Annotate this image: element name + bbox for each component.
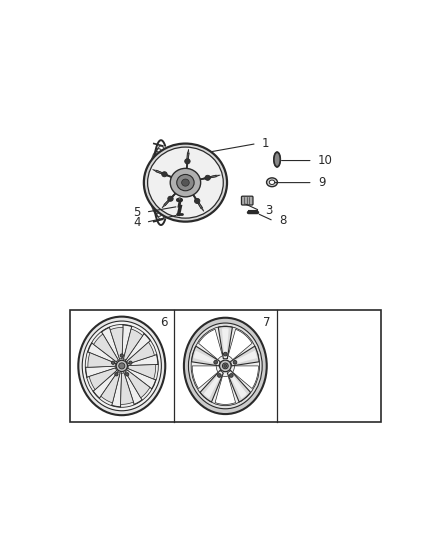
Polygon shape bbox=[192, 366, 218, 389]
Polygon shape bbox=[200, 370, 223, 402]
Ellipse shape bbox=[205, 175, 210, 180]
Polygon shape bbox=[101, 372, 120, 403]
Polygon shape bbox=[125, 370, 150, 398]
Ellipse shape bbox=[85, 325, 158, 407]
Circle shape bbox=[233, 360, 237, 364]
Ellipse shape bbox=[191, 326, 259, 406]
Polygon shape bbox=[191, 346, 220, 366]
Circle shape bbox=[126, 373, 129, 376]
Ellipse shape bbox=[182, 179, 189, 186]
Text: 10: 10 bbox=[318, 154, 333, 167]
Polygon shape bbox=[231, 351, 257, 365]
Text: 6: 6 bbox=[160, 316, 167, 329]
Ellipse shape bbox=[162, 172, 167, 177]
Polygon shape bbox=[152, 169, 157, 172]
Polygon shape bbox=[94, 334, 118, 362]
Circle shape bbox=[218, 374, 221, 377]
Polygon shape bbox=[162, 205, 165, 208]
Circle shape bbox=[116, 360, 127, 372]
Circle shape bbox=[223, 352, 227, 356]
Polygon shape bbox=[191, 192, 202, 208]
Polygon shape bbox=[120, 373, 134, 405]
Ellipse shape bbox=[177, 174, 194, 191]
Text: 8: 8 bbox=[279, 214, 286, 228]
Ellipse shape bbox=[78, 317, 165, 415]
Ellipse shape bbox=[148, 147, 223, 218]
Ellipse shape bbox=[185, 159, 190, 164]
Circle shape bbox=[119, 363, 125, 369]
Ellipse shape bbox=[274, 152, 280, 167]
Bar bbox=[70, 310, 381, 422]
Text: 4: 4 bbox=[133, 216, 141, 229]
Text: 1: 1 bbox=[262, 137, 269, 150]
Ellipse shape bbox=[269, 180, 275, 184]
Polygon shape bbox=[156, 171, 175, 179]
Circle shape bbox=[224, 365, 227, 367]
Ellipse shape bbox=[82, 321, 161, 411]
Text: 3: 3 bbox=[265, 204, 272, 217]
Ellipse shape bbox=[267, 178, 277, 187]
Polygon shape bbox=[88, 353, 116, 367]
Polygon shape bbox=[89, 368, 117, 390]
Ellipse shape bbox=[144, 143, 227, 222]
Circle shape bbox=[120, 354, 124, 357]
Polygon shape bbox=[230, 346, 259, 366]
Polygon shape bbox=[228, 372, 247, 399]
Text: 5: 5 bbox=[133, 206, 141, 219]
Circle shape bbox=[129, 361, 132, 365]
Circle shape bbox=[214, 360, 218, 364]
Ellipse shape bbox=[188, 323, 262, 409]
Polygon shape bbox=[201, 207, 204, 212]
Polygon shape bbox=[128, 365, 155, 379]
Polygon shape bbox=[186, 153, 189, 172]
Text: 7: 7 bbox=[264, 316, 271, 329]
Polygon shape bbox=[110, 327, 123, 359]
Polygon shape bbox=[124, 329, 143, 360]
Polygon shape bbox=[194, 351, 219, 365]
Polygon shape bbox=[218, 326, 233, 359]
Circle shape bbox=[111, 361, 115, 365]
Polygon shape bbox=[187, 149, 189, 154]
Polygon shape bbox=[233, 366, 258, 389]
Polygon shape bbox=[215, 376, 236, 405]
Polygon shape bbox=[127, 342, 154, 364]
Polygon shape bbox=[197, 175, 216, 180]
Polygon shape bbox=[204, 372, 223, 399]
Polygon shape bbox=[227, 370, 251, 402]
Circle shape bbox=[230, 374, 233, 377]
Polygon shape bbox=[198, 329, 223, 360]
Ellipse shape bbox=[170, 168, 201, 197]
Polygon shape bbox=[228, 329, 252, 360]
Text: 9: 9 bbox=[318, 176, 325, 189]
Polygon shape bbox=[216, 175, 220, 176]
Polygon shape bbox=[222, 328, 229, 358]
Ellipse shape bbox=[178, 198, 181, 200]
FancyBboxPatch shape bbox=[241, 196, 253, 205]
Circle shape bbox=[223, 363, 228, 369]
Circle shape bbox=[115, 373, 118, 376]
Polygon shape bbox=[164, 191, 178, 205]
Circle shape bbox=[219, 360, 231, 372]
Ellipse shape bbox=[184, 318, 267, 414]
Ellipse shape bbox=[168, 196, 173, 201]
Ellipse shape bbox=[194, 198, 200, 204]
